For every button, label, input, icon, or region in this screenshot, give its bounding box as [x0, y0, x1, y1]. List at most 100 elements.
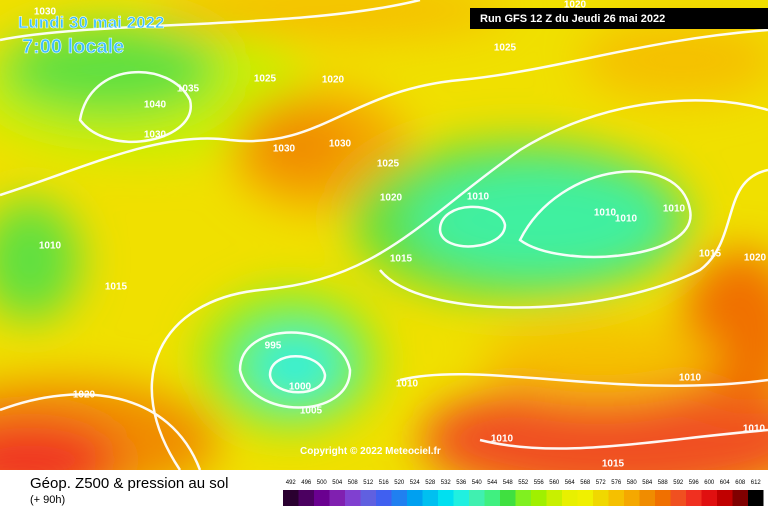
legend-label: 492: [286, 480, 297, 486]
pressure-label: 1010: [615, 214, 638, 225]
pressure-label: 1010: [679, 373, 702, 384]
run-box: [470, 8, 768, 29]
forecast-date: Lundi 30 mai 2022: [18, 13, 164, 32]
legend-swatch: [748, 490, 764, 506]
legend-swatch: [453, 490, 469, 506]
legend-label: 548: [503, 480, 514, 486]
legend-swatch: [531, 490, 547, 506]
legend-swatch: [701, 490, 717, 506]
legend-label: 544: [487, 480, 498, 486]
legend-swatch: [562, 490, 578, 506]
legend-label: 576: [611, 480, 622, 486]
legend-swatch: [577, 490, 593, 506]
legend-swatch: [593, 490, 609, 506]
legend-label: 612: [751, 480, 762, 486]
legend-label: 524: [410, 480, 421, 486]
legend-label: 536: [456, 480, 467, 486]
pressure-label: 1010: [594, 208, 617, 219]
legend-label: 512: [363, 480, 374, 486]
legend-swatch: [314, 490, 330, 506]
legend-label: 540: [472, 480, 483, 486]
legend-label: 592: [673, 480, 684, 486]
legend-label: 600: [704, 480, 715, 486]
pressure-label: 1005: [300, 406, 323, 417]
legend-label: 504: [332, 480, 343, 486]
legend-swatch: [283, 490, 299, 506]
legend-label: 528: [425, 480, 436, 486]
pressure-label: 1015: [699, 249, 722, 260]
legend-label: 588: [658, 480, 669, 486]
legend-label: 564: [565, 480, 576, 486]
legend-label: 608: [735, 480, 746, 486]
legend-label: 516: [379, 480, 390, 486]
pressure-label: 1020: [564, 0, 587, 11]
legend-label: 604: [720, 480, 731, 486]
pressure-label: 995: [265, 341, 282, 352]
pressure-label: 1025: [254, 74, 277, 85]
legend-label: 552: [518, 480, 529, 486]
legend-label: 568: [580, 480, 591, 486]
legend-swatch: [624, 490, 640, 506]
pressure-label: 1020: [744, 253, 767, 264]
copyright: Copyright © 2022 Meteociel.fr: [300, 446, 441, 457]
pressure-label: 1025: [377, 159, 400, 170]
legend-swatch: [329, 490, 345, 506]
pressure-label: 1010: [467, 192, 490, 203]
legend-swatch: [515, 490, 531, 506]
pressure-label: 1035: [177, 84, 200, 95]
legend-swatch: [360, 490, 376, 506]
legend-label: 556: [534, 480, 545, 486]
pressure-label: 1030: [144, 130, 167, 141]
legend-swatch: [391, 490, 407, 506]
footer-title: Géop. Z500 & pression au sol: [30, 475, 228, 492]
pressure-label: 1010: [491, 434, 514, 445]
legend-label: 508: [348, 480, 359, 486]
legend-swatch: [655, 490, 671, 506]
legend-swatch: [298, 490, 314, 506]
legend-swatch: [500, 490, 516, 506]
pressure-label: 1015: [105, 282, 128, 293]
legend-swatch: [639, 490, 655, 506]
run-info: Run GFS 12 Z du Jeudi 26 mai 2022: [480, 13, 665, 25]
pressure-label: 1020: [322, 75, 345, 86]
legend-label: 560: [549, 480, 560, 486]
pressure-label: 1010: [663, 204, 686, 215]
legend: 492 496 500 504 508 512 516 520 524 528 532 536 540 5…: [283, 480, 764, 506]
pressure-label: 1030: [34, 7, 57, 18]
pressure-label: 1030: [329, 139, 352, 150]
legend-label: 496: [301, 480, 312, 486]
pressure-label: 1015: [602, 459, 625, 470]
legend-swatch: [376, 490, 392, 506]
pressure-label: 1025: [494, 43, 517, 54]
legend-swatch: [484, 490, 500, 506]
pressure-label: 1010: [743, 424, 766, 435]
pressure-label: 1010: [39, 241, 62, 252]
pressure-label: 1040: [144, 100, 167, 111]
pressure-label: 1020: [73, 390, 96, 401]
legend-swatch: [422, 490, 438, 506]
pressure-label: 1020: [380, 193, 403, 204]
legend-swatch: [608, 490, 624, 506]
legend-label: 500: [317, 480, 328, 486]
legend-swatch: [345, 490, 361, 506]
legend-label: 572: [596, 480, 607, 486]
legend-swatch: [407, 490, 423, 506]
legend-label: 580: [627, 480, 638, 486]
legend-swatch: [438, 490, 454, 506]
pressure-label: 1015: [390, 254, 413, 265]
forecast-time: 7:00 locale: [22, 36, 124, 58]
legend-swatch: [732, 490, 748, 506]
legend-label: 584: [642, 480, 653, 486]
pressure-label: 1000: [289, 382, 312, 393]
legend-label: 520: [394, 480, 405, 486]
legend-label: 596: [689, 480, 700, 486]
legend-label: 532: [441, 480, 452, 486]
legend-swatch: [546, 490, 562, 506]
map-field: [0, 0, 768, 500]
footer-lead: (+ 90h): [30, 494, 65, 506]
legend-swatch: [469, 490, 485, 506]
legend-swatch: [670, 490, 686, 506]
pressure-labels: 1030 1020 1025 1025 1020 1035 1040 1030 1030 1030…: [34, 0, 767, 470]
pressure-label: 1010: [396, 379, 419, 390]
